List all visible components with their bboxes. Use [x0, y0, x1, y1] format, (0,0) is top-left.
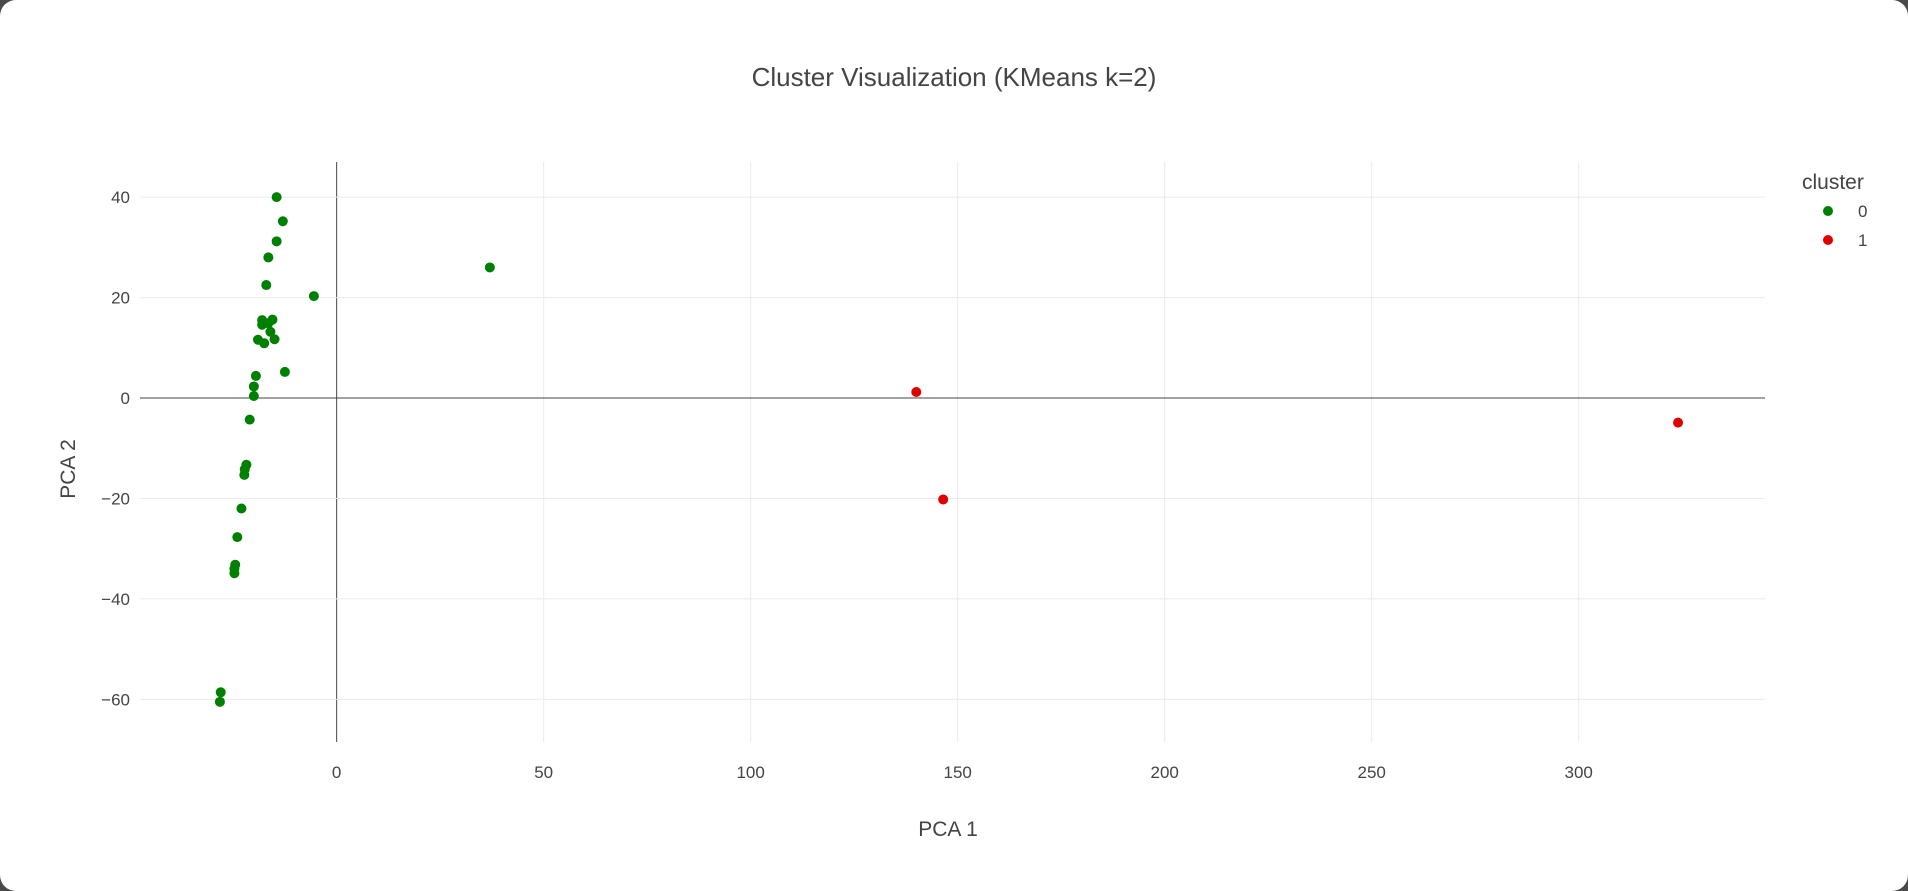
- x-tick-label: 100: [736, 763, 764, 782]
- data-point-cluster-0[interactable]: [263, 318, 274, 329]
- data-point-cluster-0[interactable]: [236, 503, 247, 514]
- legend[interactable]: cluster 0 1: [1802, 171, 1867, 250]
- data-point-cluster-0[interactable]: [232, 532, 243, 543]
- data-point-cluster-0[interactable]: [263, 252, 274, 263]
- grid: [140, 162, 1765, 742]
- x-tick-label: 250: [1358, 763, 1386, 782]
- legend-marker: [1823, 206, 1833, 216]
- data-point-cluster-0[interactable]: [269, 334, 280, 345]
- x-tick-label: 150: [943, 763, 971, 782]
- y-tick-label: 40: [111, 188, 130, 207]
- data-point-cluster-1[interactable]: [938, 494, 949, 505]
- data-point-cluster-0[interactable]: [308, 291, 319, 302]
- data-point-cluster-0[interactable]: [244, 414, 255, 425]
- chart-title: Cluster Visualization (KMeans k=2): [752, 62, 1157, 92]
- legend-item-0[interactable]: 0: [1823, 202, 1867, 221]
- legend-label: 0: [1858, 202, 1867, 221]
- data-point-cluster-0[interactable]: [248, 391, 259, 402]
- legend-marker: [1823, 235, 1833, 245]
- data-point-cluster-0[interactable]: [271, 236, 282, 247]
- data-point-cluster-0[interactable]: [250, 370, 261, 381]
- y-tick-label: 20: [111, 289, 130, 308]
- data-point-cluster-0[interactable]: [261, 280, 272, 291]
- data-point-cluster-0[interactable]: [279, 366, 290, 377]
- data-point-cluster-0[interactable]: [259, 338, 270, 349]
- series-0[interactable]: [214, 192, 495, 707]
- y-axis-title: PCA 2: [57, 439, 80, 499]
- data-point-cluster-1[interactable]: [1673, 417, 1684, 428]
- data-points[interactable]: [214, 192, 1684, 707]
- legend-title: cluster: [1802, 171, 1864, 194]
- data-point-cluster-0[interactable]: [248, 381, 259, 392]
- data-point-cluster-0[interactable]: [239, 469, 250, 480]
- x-tick-label: 300: [1565, 763, 1593, 782]
- x-tick-label: 200: [1150, 763, 1178, 782]
- x-axis-title: PCA 1: [918, 818, 978, 841]
- data-point-cluster-0[interactable]: [484, 262, 495, 273]
- legend-item-1[interactable]: 1: [1823, 231, 1867, 250]
- data-point-cluster-0[interactable]: [271, 192, 282, 203]
- data-point-cluster-0[interactable]: [265, 326, 276, 337]
- data-point-cluster-1[interactable]: [911, 386, 922, 397]
- data-point-cluster-0[interactable]: [215, 687, 226, 698]
- data-point-cluster-0[interactable]: [214, 696, 225, 707]
- legend-label: 1: [1858, 231, 1867, 250]
- y-tick-label: −20: [101, 489, 130, 508]
- x-tick-label: 50: [534, 763, 553, 782]
- tick-labels: 0 50 100 150 200 250 300 −60 −40 −20 0 20 40: [101, 188, 1593, 782]
- data-point-cluster-0[interactable]: [277, 216, 288, 227]
- y-tick-label: −60: [101, 690, 130, 709]
- x-tick-label: 0: [332, 763, 341, 782]
- y-tick-label: 0: [121, 389, 130, 408]
- y-tick-label: −40: [101, 590, 130, 609]
- series-1[interactable]: [911, 386, 1684, 505]
- data-point-cluster-0[interactable]: [229, 568, 240, 579]
